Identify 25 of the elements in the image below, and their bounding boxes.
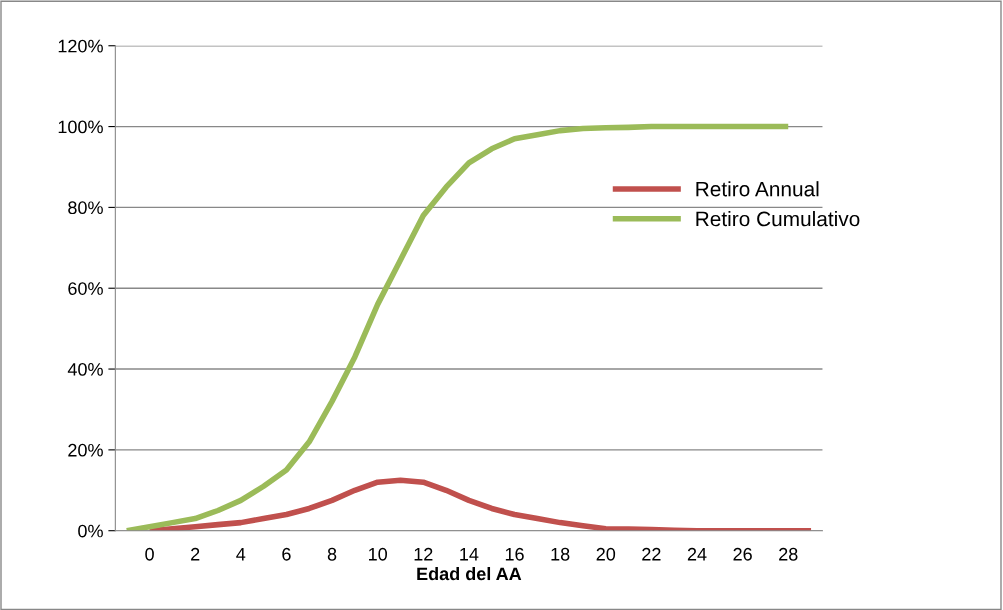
y-tick-label: 60% [68, 282, 103, 295]
x-tick-label: 10 [369, 547, 387, 561]
x-axis-title: Edad del AA [417, 566, 522, 581]
x-tick-label: 0 [145, 547, 154, 561]
y-tick-label: 20% [68, 443, 103, 457]
x-tick-label: 26 [733, 547, 752, 561]
legend-label: Retiro Cumulativo [696, 210, 860, 227]
x-tick-label: 16 [505, 547, 524, 561]
y-tick-label: 0% [78, 524, 103, 538]
x-tick-label: 2 [191, 547, 200, 561]
x-tick-label: 8 [327, 547, 337, 561]
y-tick-label: 100% [58, 120, 103, 134]
y-tick-label: 40% [67, 362, 103, 376]
x-tick-label: 24 [687, 547, 707, 561]
x-tick-label: 6 [282, 547, 291, 561]
x-tick-label: 12 [414, 547, 433, 561]
x-tick-label: 14 [460, 548, 479, 561]
x-tick-label: 22 [642, 547, 661, 561]
x-tick-label: 28 [779, 547, 798, 561]
x-tick-label: 18 [551, 547, 570, 561]
x-tick-label: 20 [596, 547, 616, 561]
legend-label: Retiro Annual [696, 181, 819, 197]
y-tick-label: 80% [68, 201, 103, 215]
x-tick-label: 4 [236, 548, 246, 561]
y-tick-label: 120% [58, 39, 103, 53]
